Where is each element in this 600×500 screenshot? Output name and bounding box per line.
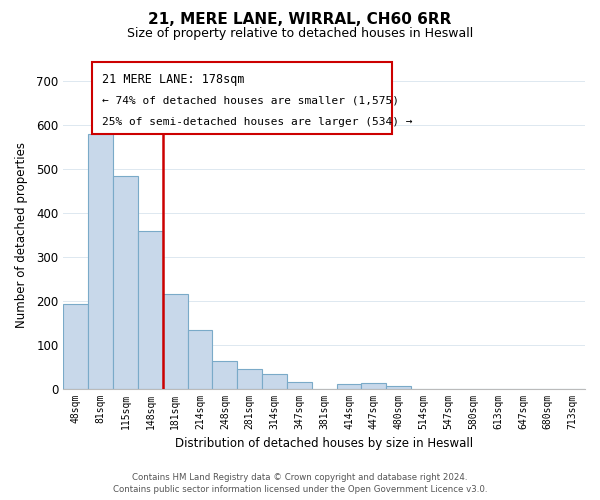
Bar <box>64 304 88 388</box>
Text: Contains HM Land Registry data © Crown copyright and database right 2024.
Contai: Contains HM Land Registry data © Crown c… <box>113 473 487 494</box>
Bar <box>361 384 386 388</box>
FancyBboxPatch shape <box>92 62 392 134</box>
Bar <box>386 386 411 388</box>
X-axis label: Distribution of detached houses by size in Heswall: Distribution of detached houses by size … <box>175 437 473 450</box>
Text: Size of property relative to detached houses in Heswall: Size of property relative to detached ho… <box>127 28 473 40</box>
Y-axis label: Number of detached properties: Number of detached properties <box>15 142 28 328</box>
Bar <box>163 294 188 388</box>
Bar <box>88 134 113 388</box>
Text: ← 74% of detached houses are smaller (1,575): ← 74% of detached houses are smaller (1,… <box>101 95 398 105</box>
Bar <box>188 330 212 388</box>
Text: 25% of semi-detached houses are larger (534) →: 25% of semi-detached houses are larger (… <box>101 117 412 127</box>
Bar <box>262 374 287 388</box>
Bar <box>138 232 163 388</box>
Text: 21, MERE LANE, WIRRAL, CH60 6RR: 21, MERE LANE, WIRRAL, CH60 6RR <box>148 12 452 28</box>
Bar <box>113 176 138 388</box>
Bar <box>237 369 262 388</box>
Bar <box>287 382 312 388</box>
Text: 21 MERE LANE: 178sqm: 21 MERE LANE: 178sqm <box>101 73 244 86</box>
Bar <box>212 361 237 388</box>
Bar <box>337 384 361 388</box>
